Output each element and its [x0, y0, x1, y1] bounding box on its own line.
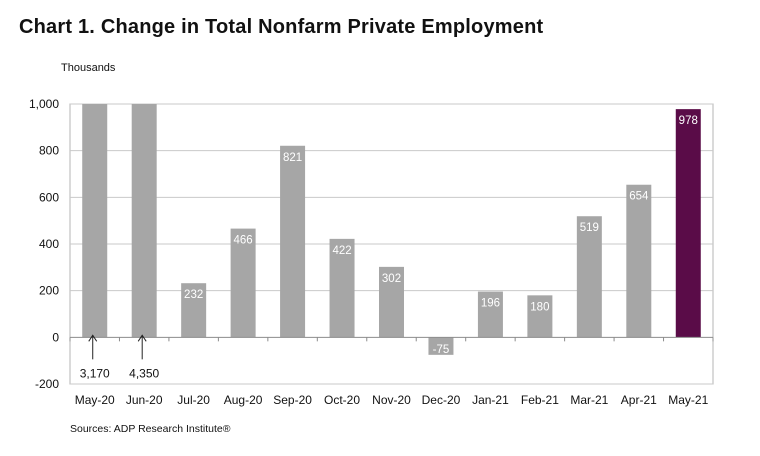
- clipped-value-arrows: [88, 334, 147, 360]
- data-label-apr-21: 654: [629, 191, 649, 203]
- gridlines: [70, 103, 713, 385]
- bar-nov-20: [379, 266, 404, 338]
- data-label-dec-20: -75: [433, 344, 450, 356]
- bar-feb-21: [527, 295, 553, 338]
- data-label-jun-20: 4,350: [129, 366, 159, 380]
- chart-title: Chart 1. Change in Total Nonfarm Private…: [19, 16, 544, 38]
- x-tick-label-feb-21: Feb-21: [521, 393, 559, 407]
- bar-jun-20: [131, 104, 157, 338]
- y-tick-label: 200: [39, 284, 59, 298]
- x-tick-label-oct-20: Oct-20: [324, 393, 360, 407]
- x-tick-label-may-20: May-20: [75, 393, 115, 407]
- y-tick-label: 400: [39, 237, 59, 251]
- y-axis-unit-label: Thousands: [61, 62, 116, 74]
- bar-may-20: [82, 104, 108, 338]
- x-tick-label-may-21: May-21: [668, 393, 708, 407]
- x-tick-label-apr-21: Apr-21: [621, 393, 657, 407]
- x-tick-label-nov-20: Nov-20: [372, 393, 411, 407]
- data-label-may-20: 3,170: [80, 366, 110, 380]
- bar-apr-21: [626, 184, 652, 338]
- data-label-mar-21: 519: [580, 222, 599, 234]
- bar-jul-20: [181, 283, 207, 338]
- data-label-may-21: 978: [679, 115, 698, 127]
- data-label-feb-21: 180: [530, 301, 549, 313]
- bar-aug-20: [230, 228, 256, 338]
- bar-sep-20: [280, 145, 306, 338]
- data-label-aug-20: 466: [234, 235, 253, 247]
- x-tick-label-jul-20: Jul-20: [177, 393, 210, 407]
- x-tick-label-jan-21: Jan-21: [472, 393, 509, 407]
- x-tick-label-dec-20: Dec-20: [422, 393, 461, 407]
- y-tick-label: -200: [35, 377, 59, 391]
- bar-jan-21: [477, 291, 503, 338]
- arrow-head-jun-20: [137, 334, 147, 342]
- bars: [82, 104, 701, 355]
- y-tick-label: 0: [52, 330, 59, 344]
- x-tick-label-jun-20: Jun-20: [126, 393, 163, 407]
- data-label-oct-20: 422: [332, 245, 351, 257]
- arrow-head-may-20: [88, 334, 98, 342]
- data-label-jan-21: 196: [481, 298, 500, 310]
- source-note: Sources: ADP Research Institute®: [70, 423, 231, 435]
- data-label-sep-20: 821: [283, 152, 302, 164]
- y-tick-label: 800: [39, 144, 59, 158]
- x-tick-label-sep-20: Sep-20: [273, 393, 312, 407]
- data-labels: 3,170 4,350 232 466 821 422 302 -75 196 180 519 654…: [80, 115, 698, 380]
- x-tick-label-mar-21: Mar-21: [570, 393, 608, 407]
- x-axis-ticks: May-20 Jun-20 Jul-20 Aug-20 Sep-20 Oct-20 Nov-…: [75, 393, 709, 407]
- y-tick-label: 1,000: [29, 97, 59, 111]
- bar-mar-21: [576, 216, 602, 338]
- bar-may-21: [675, 109, 701, 338]
- data-label-jul-20: 232: [184, 289, 203, 301]
- bar-dec-20: [428, 337, 454, 355]
- zero-axis: [69, 336, 714, 342]
- y-tick-label: 600: [39, 190, 59, 204]
- bar-oct-20: [329, 238, 355, 338]
- x-tick-label-aug-20: Aug-20: [224, 393, 263, 407]
- data-label-nov-20: 302: [382, 273, 401, 285]
- y-axis-ticks: -200 0 200 400 600 800 1,000: [29, 97, 59, 391]
